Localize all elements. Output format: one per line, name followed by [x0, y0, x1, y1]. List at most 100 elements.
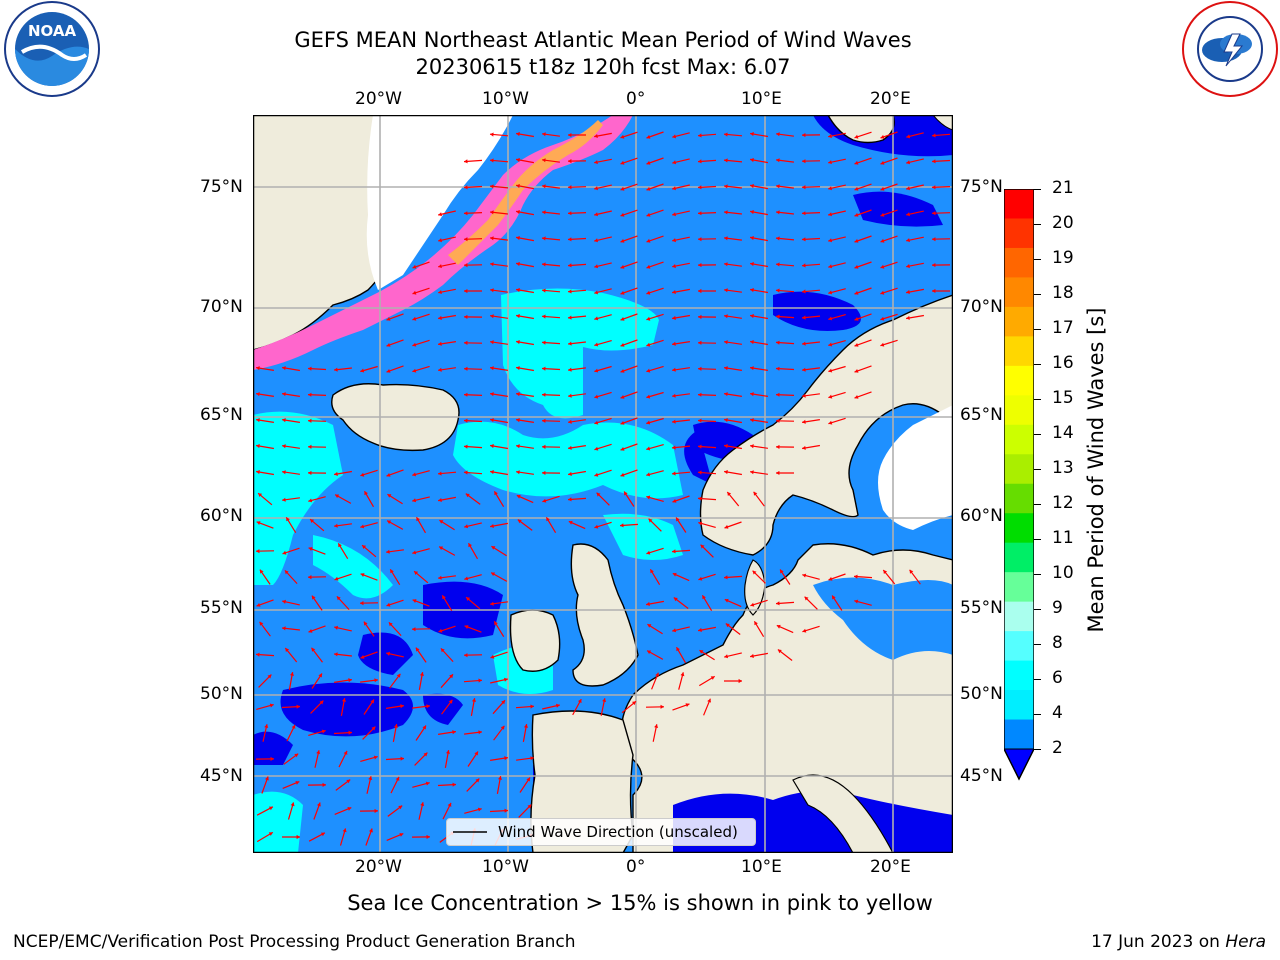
lat-label-right-70n: 70°N — [960, 297, 1003, 317]
wave-direction-arrowhead — [698, 211, 702, 216]
wave-direction-arrowhead — [620, 212, 625, 217]
wave-direction-arrowhead — [369, 828, 373, 833]
colorbar — [1003, 188, 1035, 781]
colorbar-tick-mark — [1034, 644, 1041, 646]
wave-direction-arrowhead — [672, 315, 676, 320]
wave-direction-arrowhead — [750, 184, 754, 189]
wave-direction-arrowhead — [594, 212, 598, 217]
wave-direction-arrowhead — [516, 210, 520, 215]
colorbar-tick-label: 12 — [1052, 493, 1074, 513]
wave-direction-arrowhead — [360, 368, 365, 373]
wave-direction-arrowhead — [854, 599, 859, 604]
wave-direction-arrowhead — [698, 470, 702, 475]
wave-direction-arrowhead — [334, 367, 338, 372]
colorbar-segment — [1004, 336, 1034, 367]
wave-direction-arrowhead — [438, 341, 442, 346]
wave-direction-arrowhead — [360, 601, 364, 606]
wave-direction-arrowhead — [698, 444, 702, 449]
wave-direction-arrowhead — [464, 653, 468, 658]
wave-direction-arrowhead — [880, 264, 885, 269]
wave-direction-arrowhead — [932, 237, 936, 242]
wave-direction-arrowhead — [542, 418, 546, 423]
land-ireland — [509, 609, 561, 672]
legend-line-sample — [453, 831, 487, 833]
wave-direction-arrowhead — [396, 673, 401, 678]
colorbar-tick-mark — [1034, 259, 1041, 261]
wave-direction-arrowhead — [464, 211, 468, 216]
svg-text:NOAA: NOAA — [28, 22, 77, 40]
wave-direction-arrowhead — [414, 571, 419, 575]
wave-direction-arrowhead — [828, 420, 833, 425]
wave-direction-arrowhead — [504, 808, 508, 813]
wave-direction-arrowhead — [932, 211, 936, 216]
wave-direction-arrowhead — [334, 625, 338, 630]
wave-direction-arrowhead — [854, 290, 859, 295]
wave-direction-arrowhead — [854, 343, 859, 347]
wave-direction-arrowhead — [464, 470, 468, 475]
wave-direction-arrowhead — [466, 597, 471, 601]
wave-direction-arrowhead — [412, 342, 417, 347]
wave-direction-arrowhead — [259, 569, 264, 574]
wave-direction-arrowhead — [267, 674, 272, 679]
wave-direction-arrowhead — [776, 366, 780, 371]
wave-direction-arrowhead — [490, 418, 494, 423]
wave-direction-arrowhead — [438, 498, 442, 502]
wave-direction-arrowhead — [880, 160, 885, 165]
wave-direction-arrowhead — [880, 134, 885, 139]
wave-direction-arrowhead — [494, 491, 498, 496]
wave-direction-arrowhead — [504, 756, 508, 761]
wave-direction-arrowhead — [542, 392, 546, 397]
wave-direction-arrowhead — [494, 621, 498, 626]
wave-direction-arrowhead — [516, 236, 520, 241]
wave-direction-arrowhead — [452, 782, 456, 787]
wave-direction-arrowhead — [256, 418, 260, 423]
wave-direction-arrowhead — [654, 724, 659, 728]
wave-direction-arrowhead — [672, 393, 676, 398]
wave-direction-arrowhead — [516, 470, 520, 475]
wave-direction-arrowhead — [500, 725, 505, 730]
wave-direction-arrowhead — [724, 262, 728, 267]
wave-direction-arrowhead — [504, 677, 508, 682]
footer-host: Hera — [1225, 932, 1266, 952]
wave-direction-arrowhead — [699, 650, 704, 654]
colorbar-tick-mark — [1034, 539, 1041, 541]
colorbar-tick-mark — [1034, 609, 1041, 611]
colorbar-tick-label: 19 — [1052, 248, 1074, 268]
wave-direction-arrowhead — [620, 238, 625, 243]
wave-direction-arrowhead — [438, 264, 442, 269]
wave-direction-arrowhead — [594, 342, 599, 347]
colorbar-segment — [1004, 513, 1034, 544]
wave-direction-arrowhead — [750, 602, 755, 607]
wave-direction-arrowhead — [880, 212, 885, 217]
wave-direction-arrowhead — [568, 445, 572, 450]
colorbar-tick-label: 11 — [1052, 528, 1074, 548]
wave-direction-arrowhead — [724, 184, 728, 189]
wave-direction-arrowhead — [517, 519, 522, 524]
wave-direction-arrowhead — [386, 549, 390, 554]
wave-direction-arrowhead — [802, 263, 806, 268]
wave-direction-arrowhead — [568, 133, 572, 138]
wave-direction-arrowhead — [490, 236, 494, 241]
wave-direction-arrowhead — [438, 628, 443, 633]
wave-direction-arrowhead — [308, 498, 313, 503]
wave-direction-arrowhead — [647, 650, 652, 655]
wave-direction-arrowhead — [828, 576, 833, 581]
wave-direction-arrowhead — [672, 628, 677, 633]
wave-direction-arrowhead — [750, 366, 754, 371]
map-canvas — [252, 114, 954, 854]
wave-direction-arrowhead — [491, 572, 496, 577]
colorbar-tick-label: 16 — [1052, 353, 1074, 373]
lat-label-right-45n: 45°N — [960, 766, 1003, 786]
wave-direction-arrowhead — [750, 340, 754, 345]
wave-direction-arrowhead — [804, 596, 809, 601]
wave-direction-arrowhead — [646, 212, 651, 217]
colorbar-segment — [1004, 247, 1034, 278]
colorbar-segment — [1004, 189, 1034, 219]
wave-direction-arrowhead — [880, 186, 885, 191]
wave-direction-arrowhead — [438, 290, 442, 294]
wave-direction-arrowhead — [568, 497, 572, 502]
wave-direction-arrowhead — [672, 134, 677, 139]
wave-direction-arrowhead — [284, 570, 289, 575]
wave-direction-arrowhead — [646, 394, 651, 399]
wave-direction-arrowhead — [490, 288, 494, 293]
